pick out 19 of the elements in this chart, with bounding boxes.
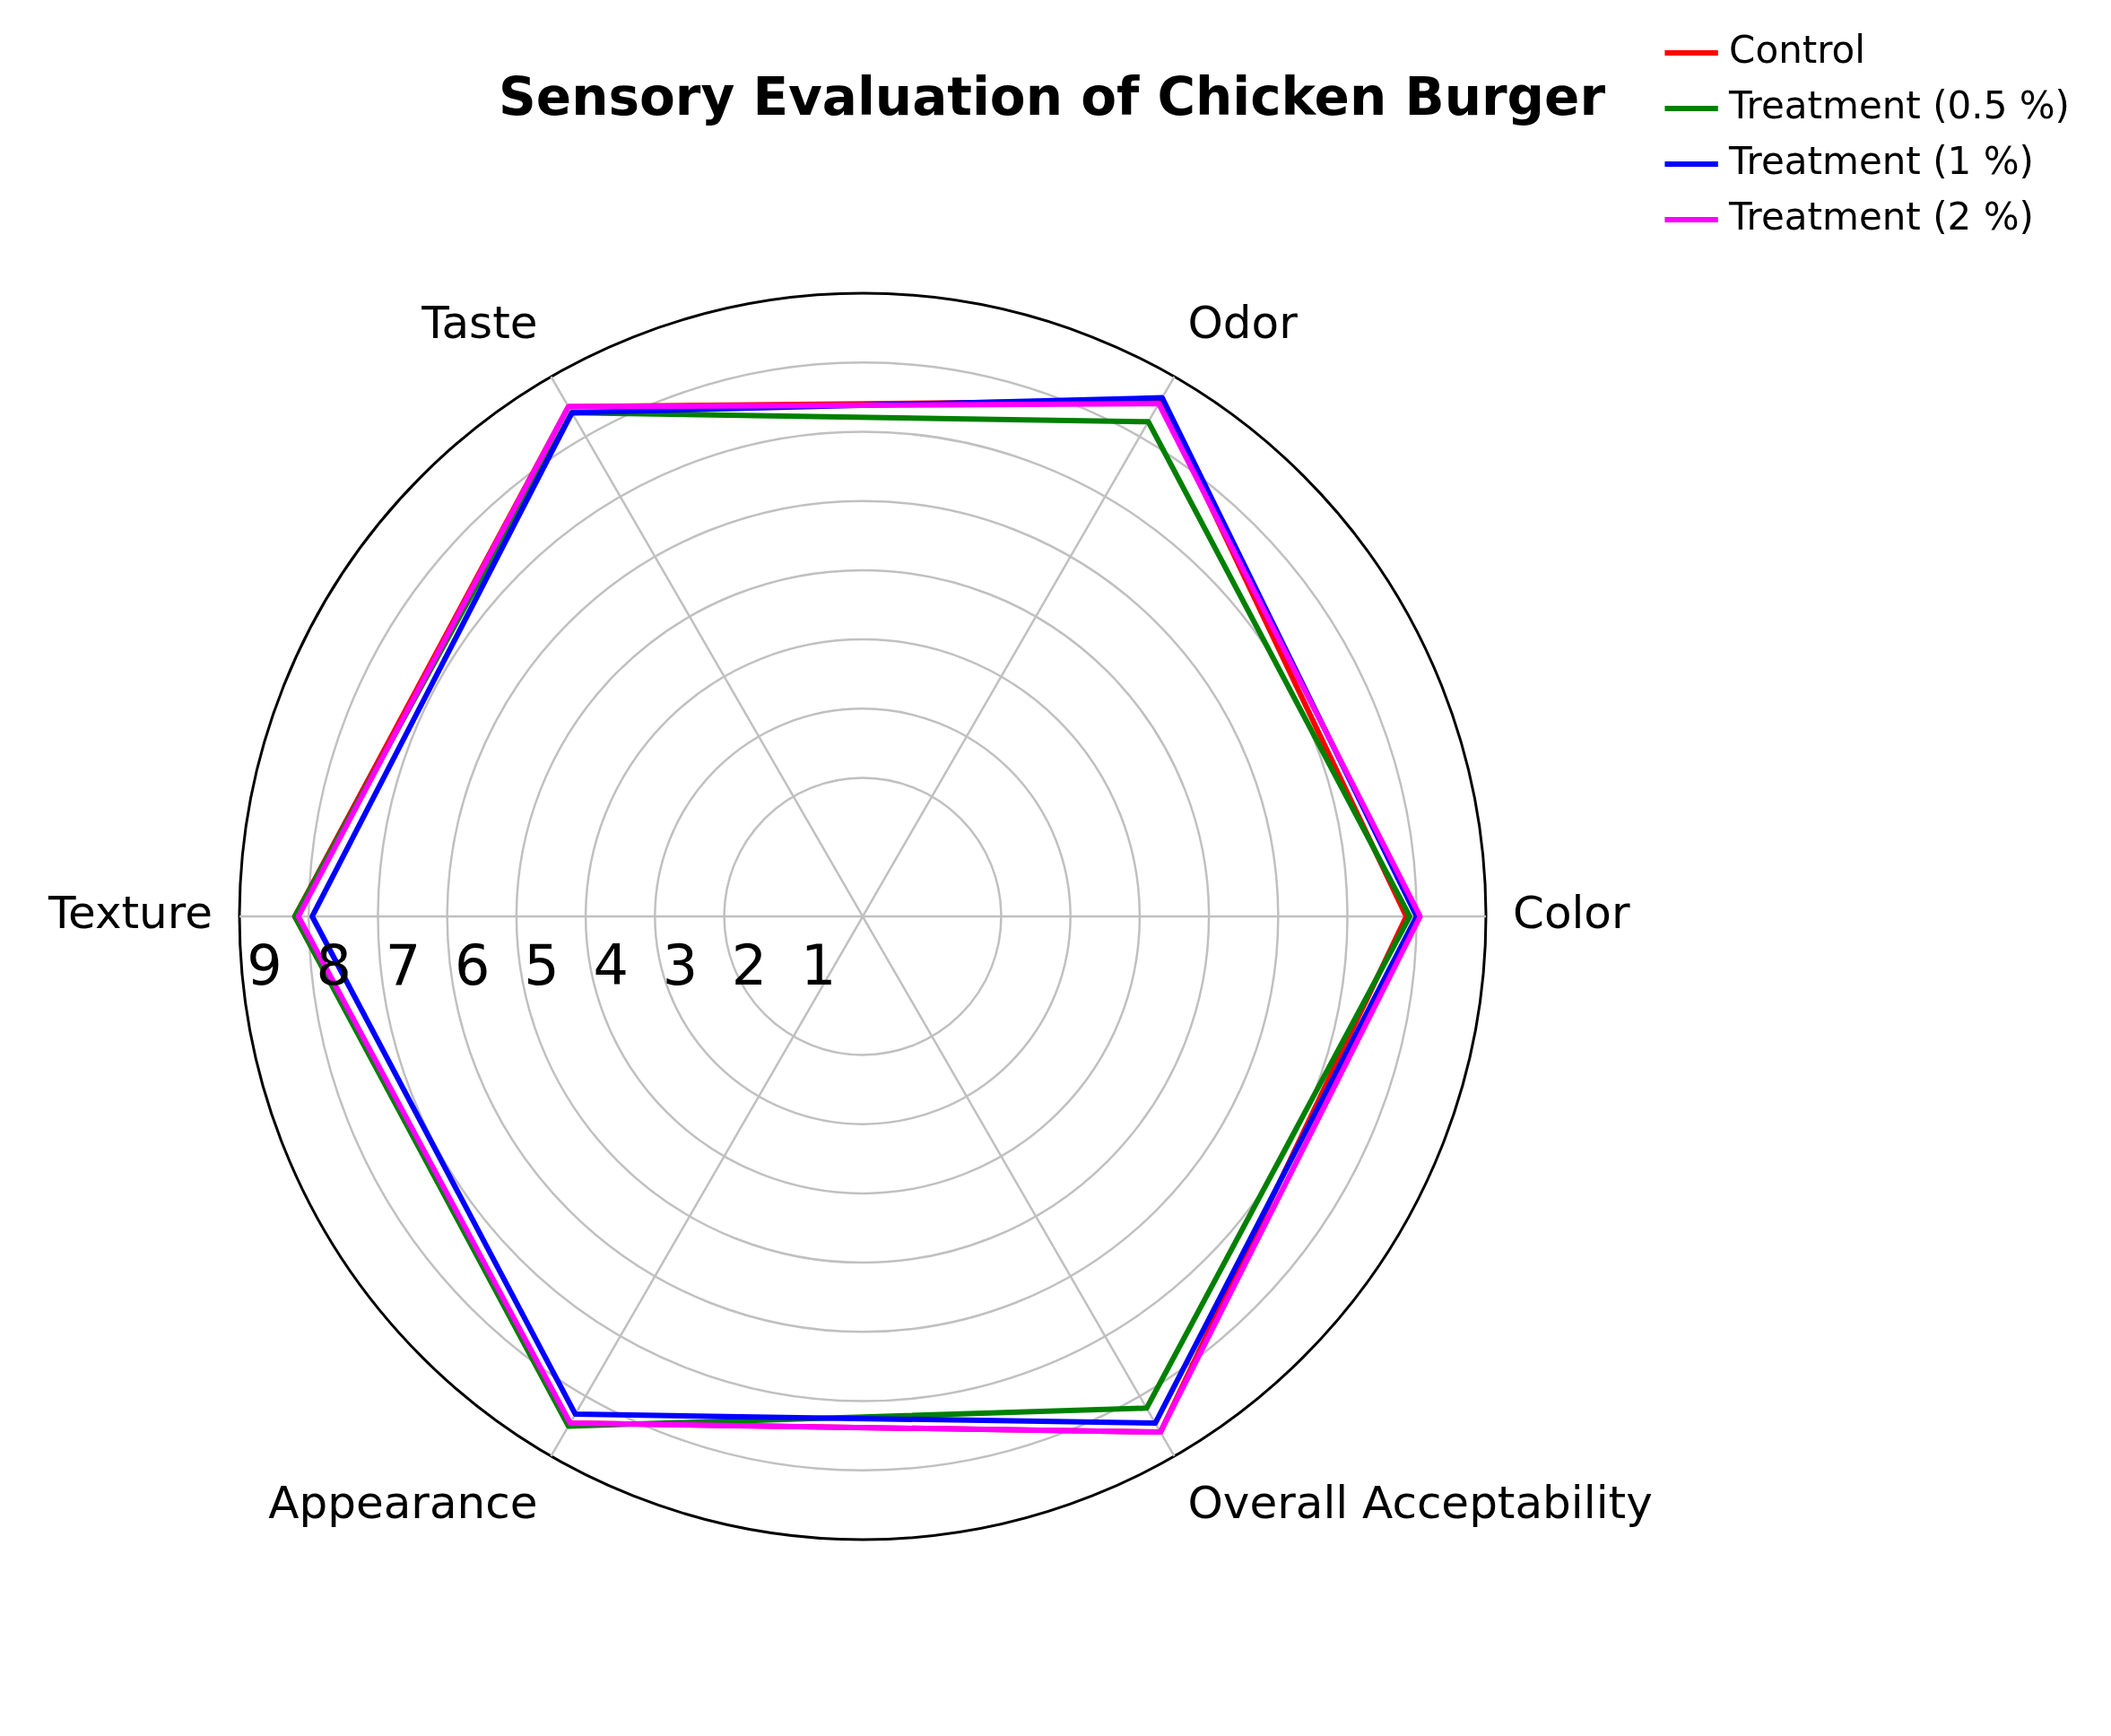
- spoke-label: Odor: [1187, 297, 1299, 350]
- y-tick-label: 6: [454, 933, 491, 999]
- y-tick-label: 1: [801, 933, 837, 999]
- spoke-label: Color: [1512, 886, 1630, 939]
- y-tick-label: 9: [247, 933, 282, 999]
- spoke-label: Texture: [47, 886, 213, 939]
- legend-label: Control: [1729, 27, 1865, 72]
- y-tick-label: 2: [731, 933, 768, 999]
- spoke-label: Appearance: [268, 1476, 538, 1529]
- spoke-label: Overall Acceptability: [1187, 1476, 1653, 1529]
- legend-label: Treatment (2 %): [1728, 194, 2034, 239]
- text: Sensory Evaluation of Chicken Burger: [499, 65, 1606, 127]
- y-tick-label: 3: [662, 933, 699, 999]
- y-tick-label: 4: [593, 933, 629, 999]
- y-tick-label: 7: [385, 933, 421, 999]
- y-tick-label: 5: [524, 933, 560, 999]
- legend-label: Treatment (1 %): [1728, 138, 2034, 183]
- spoke-label: Taste: [421, 297, 538, 350]
- legend-label: Treatment (0.5 %): [1728, 82, 2070, 127]
